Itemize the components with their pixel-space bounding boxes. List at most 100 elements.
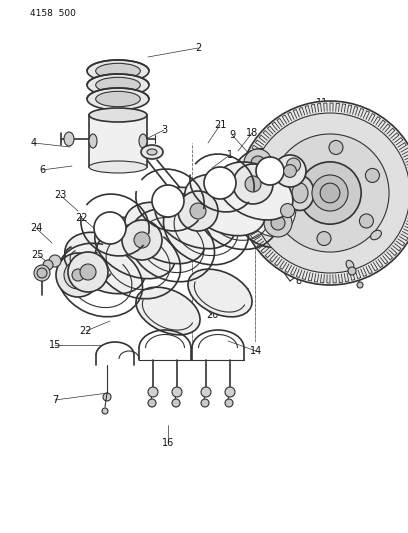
Text: 25: 25 [32, 250, 44, 260]
Circle shape [329, 141, 343, 155]
Ellipse shape [89, 161, 147, 173]
Circle shape [366, 168, 379, 182]
Text: 20: 20 [206, 310, 218, 320]
Circle shape [250, 113, 408, 273]
Ellipse shape [228, 149, 308, 247]
Text: 17: 17 [238, 288, 250, 298]
Text: 8: 8 [295, 276, 301, 286]
Ellipse shape [125, 203, 205, 264]
Ellipse shape [239, 160, 297, 236]
Circle shape [245, 176, 261, 192]
Circle shape [238, 101, 408, 285]
Circle shape [152, 185, 184, 217]
Text: 3: 3 [161, 125, 167, 135]
Circle shape [271, 216, 285, 230]
Text: 14: 14 [250, 346, 262, 356]
Text: 4: 4 [31, 138, 37, 148]
Text: 11: 11 [316, 98, 328, 108]
Ellipse shape [188, 269, 252, 317]
Ellipse shape [286, 175, 314, 211]
Ellipse shape [64, 132, 74, 146]
Ellipse shape [185, 174, 265, 236]
Circle shape [233, 164, 273, 204]
Circle shape [255, 183, 275, 203]
Ellipse shape [37, 268, 47, 278]
Ellipse shape [95, 217, 175, 279]
Circle shape [94, 212, 126, 244]
Circle shape [359, 214, 373, 228]
Circle shape [56, 253, 100, 297]
Circle shape [225, 399, 233, 407]
Circle shape [49, 255, 61, 267]
Text: 2: 2 [195, 43, 201, 53]
Ellipse shape [346, 260, 354, 270]
Circle shape [260, 188, 270, 198]
Ellipse shape [141, 145, 163, 159]
Circle shape [317, 231, 331, 246]
Circle shape [281, 204, 295, 217]
Circle shape [286, 158, 301, 172]
Ellipse shape [96, 63, 140, 79]
Text: 24: 24 [30, 223, 42, 233]
Ellipse shape [155, 187, 235, 249]
Circle shape [204, 167, 236, 199]
Circle shape [201, 387, 211, 397]
Circle shape [134, 232, 150, 248]
Ellipse shape [96, 91, 140, 107]
Circle shape [80, 264, 96, 280]
Circle shape [271, 134, 389, 252]
Circle shape [256, 157, 284, 185]
Circle shape [244, 149, 272, 177]
Ellipse shape [139, 134, 147, 148]
Circle shape [251, 156, 265, 170]
Circle shape [148, 387, 158, 397]
Circle shape [225, 387, 235, 397]
Ellipse shape [136, 287, 200, 335]
Text: 9: 9 [229, 130, 235, 140]
Ellipse shape [34, 265, 50, 281]
Text: 1: 1 [227, 150, 233, 160]
Circle shape [348, 267, 356, 275]
Text: 19: 19 [174, 218, 186, 228]
Circle shape [312, 175, 348, 211]
Ellipse shape [89, 108, 147, 122]
Ellipse shape [87, 60, 149, 82]
Ellipse shape [147, 149, 157, 155]
Text: 16: 16 [162, 438, 174, 448]
Text: 22: 22 [80, 326, 92, 336]
Circle shape [178, 191, 218, 231]
Text: 6: 6 [39, 165, 45, 175]
Circle shape [72, 269, 84, 281]
Circle shape [284, 165, 296, 177]
Circle shape [148, 399, 156, 407]
Circle shape [122, 220, 162, 260]
Text: 7: 7 [52, 395, 58, 405]
Circle shape [68, 252, 108, 292]
Text: 21: 21 [214, 120, 226, 130]
Circle shape [201, 399, 209, 407]
Ellipse shape [217, 162, 293, 220]
Text: 23: 23 [54, 190, 66, 200]
Text: 26: 26 [349, 250, 361, 260]
Ellipse shape [65, 232, 145, 294]
Text: 15: 15 [49, 340, 61, 350]
Circle shape [320, 183, 340, 203]
Ellipse shape [292, 183, 308, 203]
Text: 12: 12 [387, 128, 399, 138]
Circle shape [264, 209, 292, 237]
Circle shape [64, 261, 92, 289]
Circle shape [299, 162, 361, 224]
Circle shape [172, 399, 180, 407]
Text: 18: 18 [246, 128, 258, 138]
FancyBboxPatch shape [89, 115, 147, 167]
Ellipse shape [87, 88, 149, 110]
Text: 22: 22 [76, 213, 88, 223]
Text: 5: 5 [149, 145, 155, 155]
Ellipse shape [87, 74, 149, 96]
Ellipse shape [89, 134, 97, 148]
Circle shape [274, 155, 306, 187]
Circle shape [357, 282, 363, 288]
Circle shape [102, 408, 108, 414]
Text: 10: 10 [292, 113, 304, 123]
Circle shape [43, 260, 53, 270]
